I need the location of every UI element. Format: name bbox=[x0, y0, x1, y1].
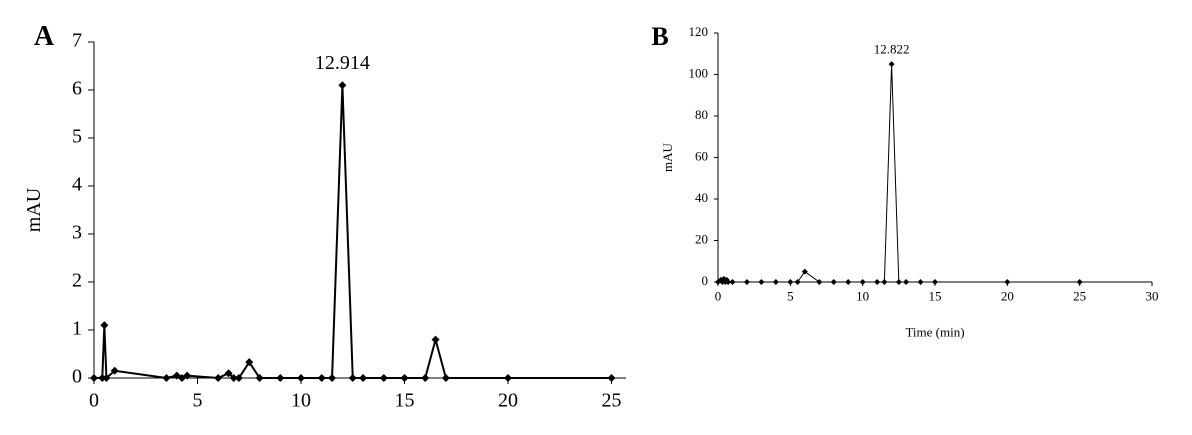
y-axis-label: mAU bbox=[660, 142, 675, 172]
marker bbox=[1076, 279, 1083, 285]
marker bbox=[338, 81, 347, 90]
marker bbox=[100, 321, 109, 330]
marker bbox=[845, 279, 852, 285]
y-tick-label: 3 bbox=[72, 222, 82, 244]
x-tick-label: 20 bbox=[1001, 289, 1014, 304]
y-tick-label: 1 bbox=[72, 318, 82, 340]
marker bbox=[229, 374, 238, 382]
y-tick-label: 0 bbox=[72, 366, 82, 388]
marker bbox=[504, 374, 513, 382]
y-tick-label: 6 bbox=[72, 78, 82, 100]
x-tick-label: 25 bbox=[1073, 289, 1086, 304]
marker bbox=[234, 374, 243, 382]
marker bbox=[729, 279, 736, 285]
y-tick-label: 80 bbox=[695, 107, 708, 122]
marker bbox=[359, 374, 368, 382]
y-tick-label: 120 bbox=[689, 24, 709, 39]
x-tick-label: 5 bbox=[193, 390, 203, 412]
marker bbox=[725, 279, 732, 285]
marker bbox=[328, 374, 337, 382]
marker bbox=[758, 279, 765, 285]
marker bbox=[348, 374, 357, 382]
x-tick-label: 15 bbox=[395, 390, 415, 412]
marker bbox=[183, 371, 192, 380]
x-tick-label: 15 bbox=[929, 289, 942, 304]
marker bbox=[859, 279, 866, 285]
marker bbox=[317, 374, 326, 382]
y-tick-label: 7 bbox=[72, 30, 82, 52]
x-tick-label: 0 bbox=[89, 390, 99, 412]
y-tick-label: 4 bbox=[72, 174, 82, 196]
marker bbox=[400, 374, 409, 382]
marker bbox=[297, 374, 306, 382]
peak-annotation: 12.914 bbox=[315, 52, 370, 74]
marker bbox=[787, 279, 794, 285]
y-tick-label: 100 bbox=[689, 65, 709, 80]
x-tick-label: 20 bbox=[498, 390, 518, 412]
marker bbox=[895, 279, 902, 285]
x-tick-label: 10 bbox=[291, 390, 311, 412]
marker bbox=[801, 268, 808, 275]
marker bbox=[255, 374, 264, 382]
marker bbox=[903, 279, 910, 285]
peak-annotation: 12.822 bbox=[874, 42, 910, 57]
marker bbox=[874, 279, 881, 285]
marker bbox=[816, 279, 823, 285]
x-tick-label: 25 bbox=[602, 390, 622, 412]
x-tick-label: 30 bbox=[1146, 289, 1159, 304]
marker bbox=[276, 374, 285, 382]
marker bbox=[441, 374, 450, 382]
y-tick-label: 0 bbox=[702, 273, 709, 288]
marker bbox=[98, 374, 107, 382]
marker bbox=[245, 358, 254, 367]
marker bbox=[431, 335, 440, 344]
y-tick-label: 2 bbox=[72, 270, 82, 292]
marker bbox=[772, 279, 779, 285]
marker bbox=[881, 279, 888, 285]
panel-label: B bbox=[651, 22, 668, 51]
marker bbox=[224, 369, 233, 378]
y-tick-label: 40 bbox=[695, 190, 708, 205]
marker bbox=[743, 279, 750, 285]
marker bbox=[102, 374, 111, 382]
marker bbox=[932, 279, 938, 285]
y-axis-label: mAU bbox=[23, 187, 45, 232]
marker bbox=[421, 374, 430, 382]
y-tick-label: 5 bbox=[72, 126, 82, 148]
marker bbox=[110, 366, 119, 375]
x-tick-label: 5 bbox=[787, 289, 794, 304]
marker bbox=[888, 61, 895, 68]
y-tick-label: 60 bbox=[695, 148, 708, 163]
marker bbox=[1004, 279, 1011, 285]
x-tick-label: 10 bbox=[856, 289, 869, 304]
marker bbox=[162, 374, 171, 382]
panel-label: A bbox=[34, 21, 55, 52]
marker bbox=[379, 374, 388, 382]
marker bbox=[830, 279, 837, 285]
x-tick-label: 0 bbox=[715, 289, 722, 304]
marker bbox=[794, 279, 801, 285]
data-line bbox=[717, 64, 1080, 283]
data-line bbox=[94, 85, 612, 381]
y-tick-label: 20 bbox=[695, 231, 708, 246]
x-axis-label: Time (min) bbox=[905, 325, 964, 340]
marker bbox=[917, 279, 924, 285]
marker bbox=[607, 374, 616, 382]
marker bbox=[214, 374, 223, 382]
marker bbox=[90, 374, 98, 382]
